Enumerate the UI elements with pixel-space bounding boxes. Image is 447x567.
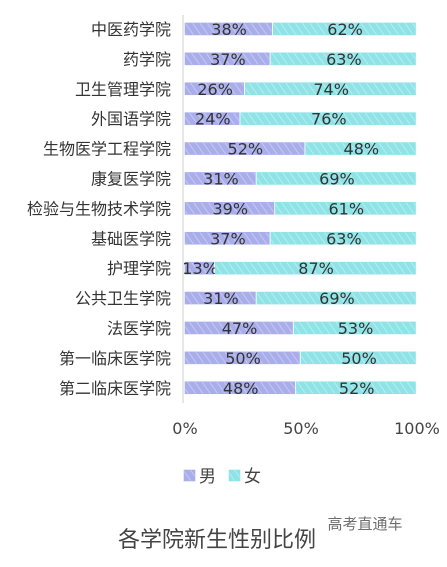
bar-row: 卫生管理学院 26% 74% (75, 80, 416, 99)
bar-male (184, 172, 256, 185)
value-label-male: 37% (210, 229, 246, 248)
bar-male (184, 381, 296, 395)
category-label: 卫生管理学院 (75, 80, 171, 99)
x-axis-ticks: 0% 50% 100% (172, 419, 440, 438)
bar-male (184, 202, 275, 215)
bar-female (256, 291, 416, 305)
bar-female (270, 231, 416, 245)
bar-male (184, 142, 305, 155)
bar-row: 公共卫生学院 31% 69% (75, 289, 416, 308)
legend-label-male: 男 (199, 467, 216, 487)
value-label-female: 50% (341, 349, 377, 368)
bar-male (184, 231, 270, 245)
category-label: 生物医学工程学院 (43, 140, 171, 159)
bar-row: 外国语学院 24% 76% (91, 110, 416, 129)
category-label: 第一临床医学院 (59, 349, 171, 368)
bar-male (184, 321, 293, 335)
value-label-female: 87% (298, 259, 334, 278)
chart-title: 各学院新生性别比例 (118, 528, 316, 553)
category-label: 外国语学院 (91, 110, 171, 129)
bar-male (184, 82, 245, 96)
value-label-female: 62% (327, 20, 363, 39)
category-label: 中医药学院 (91, 20, 171, 39)
legend-label-female: 女 (244, 467, 261, 487)
bar-row: 康复医学院 31% 69% (91, 169, 416, 188)
bar-row: 法医学院 47% 53% (107, 319, 416, 338)
bar-male (184, 291, 256, 305)
x-tick-label: 50% (283, 419, 319, 438)
x-tick-label: 0% (172, 419, 197, 438)
value-label-female: 63% (326, 229, 362, 248)
bar-female (270, 52, 416, 66)
bar-row: 基础医学院 37% 63% (91, 229, 416, 248)
bar-row: 第二临床医学院 48% 52% (59, 379, 416, 398)
watermark: 高考直通车 (327, 515, 402, 533)
value-label-female: 69% (319, 169, 355, 188)
value-label-female: 74% (313, 80, 349, 99)
category-label: 药学院 (123, 50, 171, 69)
value-label-male: 47% (222, 319, 258, 338)
value-label-female: 52% (339, 379, 375, 398)
value-label-male: 24% (195, 110, 231, 129)
legend-swatch-male (183, 469, 196, 482)
bar-female (240, 112, 416, 125)
category-label: 法医学院 (107, 319, 171, 338)
category-label: 护理学院 (107, 259, 171, 278)
value-label-female: 53% (338, 319, 374, 338)
value-label-male: 39% (212, 199, 248, 218)
bar-male (184, 351, 300, 365)
bar-female (245, 82, 416, 96)
bar-female (305, 142, 416, 155)
bar-female (272, 22, 416, 36)
category-label: 基础医学院 (91, 229, 171, 248)
bar-row: 药学院 37% 63% (123, 50, 416, 69)
value-label-male: 37% (210, 50, 246, 69)
value-label-female: 63% (326, 50, 362, 69)
value-label-male: 31% (203, 289, 239, 308)
bar-female (300, 351, 416, 365)
bar-female (296, 381, 416, 395)
bar-row: 生物医学工程学院 52% 48% (43, 140, 416, 159)
bar-male (184, 52, 270, 66)
category-label: 公共卫生学院 (75, 289, 171, 308)
bar-female (293, 321, 416, 335)
value-label-female: 69% (319, 289, 355, 308)
value-label-male: 13% (182, 259, 218, 278)
value-label-male: 52% (228, 140, 264, 159)
category-label: 第二临床医学院 (59, 379, 171, 398)
legend-swatch-female (228, 469, 241, 482)
value-label-female: 61% (328, 199, 364, 218)
bar-female (275, 202, 416, 215)
value-label-male: 26% (197, 80, 233, 99)
plot-area: 中医药学院 38% 62% 药学院 37% 63% 卫生管理学院 26% 74% 外国语学院 24%… (27, 20, 416, 398)
x-tick-label: 100% (394, 419, 440, 438)
value-label-male: 31% (203, 169, 239, 188)
bar-row: 护理学院 13% 87% (107, 259, 416, 278)
bar-row: 中医药学院 38% 62% (91, 20, 416, 39)
category-label: 康复医学院 (91, 169, 171, 188)
category-label: 检验与生物技术学院 (27, 199, 171, 218)
bar-row: 第一临床医学院 50% 50% (59, 349, 416, 368)
value-label-male: 48% (223, 379, 259, 398)
bar-female (256, 172, 416, 185)
bar-male (184, 112, 240, 125)
value-label-male: 50% (225, 349, 261, 368)
bar-female (214, 261, 416, 275)
value-label-female: 48% (344, 140, 380, 159)
bar-male (184, 261, 214, 275)
bar-male (184, 22, 272, 36)
bar-row: 检验与生物技术学院 39% 61% (27, 199, 416, 218)
value-label-male: 38% (211, 20, 247, 39)
value-label-female: 76% (311, 110, 347, 129)
legend: 男女 (183, 467, 261, 487)
